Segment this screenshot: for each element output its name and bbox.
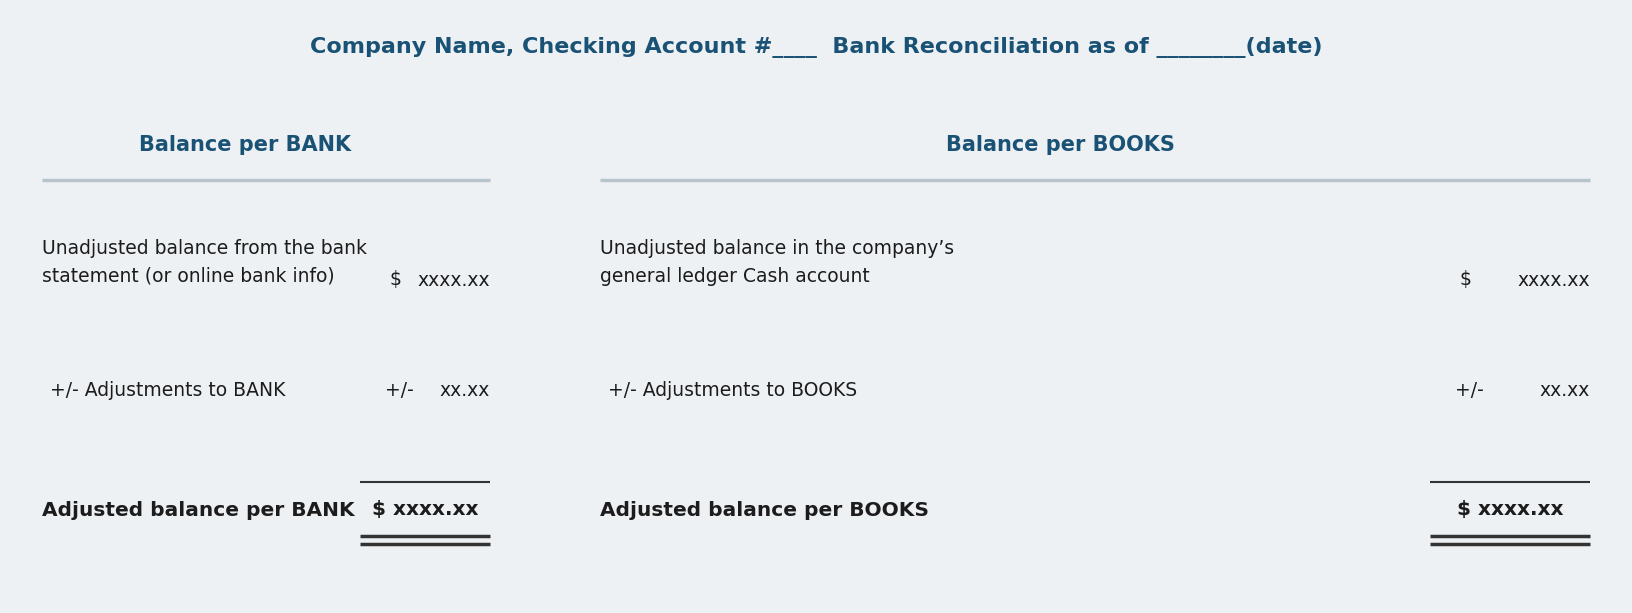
Text: $: $ (1459, 270, 1470, 289)
Text: Unadjusted balance from the bank
statement (or online bank info): Unadjusted balance from the bank stateme… (42, 238, 367, 286)
Text: Adjusted balance per BANK: Adjusted balance per BANK (42, 500, 354, 519)
Text: xx.xx: xx.xx (439, 381, 490, 400)
Text: Company Name, Checking Account #____  Bank Reconciliation as of ________(date): Company Name, Checking Account #____ Ban… (310, 37, 1322, 58)
Text: Balance per BOOKS: Balance per BOOKS (945, 135, 1173, 155)
Text: +/-: +/- (385, 381, 413, 400)
Text: +/- Adjustments to BOOKS: +/- Adjustments to BOOKS (607, 381, 857, 400)
Text: $: $ (390, 270, 401, 289)
Text: xxxx.xx: xxxx.xx (418, 270, 490, 289)
Text: +/- Adjustments to BANK: +/- Adjustments to BANK (51, 381, 286, 400)
Text: +/-: +/- (1454, 381, 1483, 400)
Text: Unadjusted balance in the company’s
general ledger Cash account: Unadjusted balance in the company’s gene… (599, 238, 953, 286)
Text: $ xxxx.xx: $ xxxx.xx (372, 500, 478, 519)
Text: xxxx.xx: xxxx.xx (1516, 270, 1590, 289)
Text: xx.xx: xx.xx (1539, 381, 1590, 400)
Text: Balance per BANK: Balance per BANK (139, 135, 351, 155)
Text: $ xxxx.xx: $ xxxx.xx (1456, 500, 1562, 519)
Text: Adjusted balance per BOOKS: Adjusted balance per BOOKS (599, 500, 929, 519)
